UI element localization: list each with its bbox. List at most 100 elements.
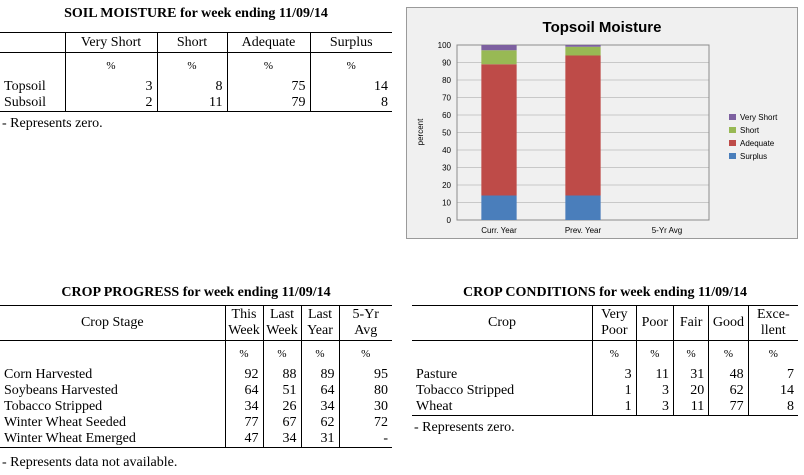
cell-value: 11 <box>156 95 227 112</box>
col-header-line: Last <box>269 307 295 322</box>
unit-label: % <box>338 340 392 367</box>
row-label: Winter Wheat Seeded <box>4 415 127 430</box>
cell-value: 80 <box>338 383 392 399</box>
cell-value: - <box>338 431 392 448</box>
y-tick-label: 10 <box>442 199 451 208</box>
y-tick-label: 30 <box>442 164 451 173</box>
col-header-crop-stage: Crop Stage <box>0 305 225 341</box>
chart-ylabel: percent <box>416 118 425 145</box>
col-header: Last Year <box>300 305 339 341</box>
unit-row: % % % % % <box>412 340 798 367</box>
col-header-line: Poor <box>601 323 628 338</box>
cell-value: 3 <box>635 383 674 399</box>
bar-segment <box>565 45 601 47</box>
bar-segment <box>481 45 517 51</box>
soil-moisture-title: SOIL MOISTURE for week ending 11/09/14 <box>64 6 328 21</box>
legend-swatch <box>729 140 736 146</box>
table-header-row: Very Short Short Adequate Surplus <box>0 32 392 53</box>
row-label: Wheat <box>412 399 593 416</box>
crop-progress-title: CROP PROGRESS for week ending 11/09/14 <box>61 285 331 300</box>
row-label: Corn Harvested <box>4 367 93 382</box>
cell-value: 51 <box>262 383 301 399</box>
cell-value: 88 <box>262 367 301 383</box>
cell-value: 67 <box>262 415 301 431</box>
unit-label: % <box>635 340 674 367</box>
table-row: Winter Wheat Emerged 47 34 31 - <box>0 431 392 448</box>
chart-y-ticks: 0 10 20 30 40 50 60 70 80 90 100 <box>438 41 452 225</box>
col-header-line: 5-Yr <box>352 307 379 322</box>
y-tick-label: 100 <box>438 41 452 50</box>
unit-row: % % % % <box>0 340 392 367</box>
crop-conditions-note: - Represents zero. <box>414 420 515 435</box>
chart-bars <box>481 45 601 220</box>
col-header: Last Week <box>262 305 301 341</box>
crop-progress-note: - Represents data not available. <box>2 455 178 470</box>
cell-value: 62 <box>300 415 339 431</box>
table-header-row: Crop Stage This Week Last Week Last Year 5-… <box>0 305 392 341</box>
unit-label: % <box>309 52 392 79</box>
cell-value: 30 <box>338 399 392 415</box>
col-header-line: Avg <box>354 323 378 338</box>
col-header-line: Week <box>266 323 298 338</box>
table-row: Corn Harvested 92 88 89 95 <box>0 367 392 383</box>
bar-segment <box>481 195 517 220</box>
cell-value: 34 <box>224 399 263 415</box>
legend-label: Very Short <box>740 113 778 122</box>
soil-moisture-note: - Represents zero. <box>2 116 103 131</box>
col-header-line: Year <box>307 323 333 338</box>
unit-label: % <box>64 52 157 79</box>
col-header: 5-Yr Avg <box>338 305 392 341</box>
cell-value: 77 <box>224 415 263 431</box>
y-tick-label: 40 <box>442 146 451 155</box>
bar-segment <box>565 55 601 196</box>
unit-label: % <box>747 340 798 367</box>
y-tick-label: 70 <box>442 94 451 103</box>
bar-segment <box>481 64 517 196</box>
col-header-line: Week <box>228 323 260 338</box>
legend-label: Adequate <box>740 139 775 148</box>
col-header-line: Very <box>601 307 628 322</box>
row-label: Topsoil <box>4 79 46 94</box>
cell-value: 75 <box>226 79 310 95</box>
col-header-line: Last <box>307 307 333 322</box>
cell-value: 3 <box>592 367 637 383</box>
table-row: Tobacco Stripped 1 3 20 62 14 <box>412 383 798 399</box>
y-tick-label: 20 <box>442 181 451 190</box>
x-tick-label: Prev. Year <box>565 226 602 235</box>
row-label: Tobacco Stripped <box>416 383 515 398</box>
cell-value: 31 <box>672 367 709 383</box>
col-header: Very Poor <box>592 305 637 341</box>
col-header-line: Exce- <box>757 307 790 322</box>
crop-progress-table: Crop Stage This Week Last Week Last Year 5-… <box>0 305 392 448</box>
table-row: Tobacco Stripped 34 26 34 30 <box>0 399 392 415</box>
cell-value: 92 <box>224 367 263 383</box>
cell-value: 3 <box>635 399 674 416</box>
chart-x-ticks: Curr. Year Prev. Year 5-Yr Avg <box>481 226 682 235</box>
y-tick-label: 60 <box>442 111 451 120</box>
cell-value: 1 <box>592 399 637 416</box>
col-header-line: llent <box>760 323 786 338</box>
col-header: Adequate <box>226 32 310 53</box>
cell-value: 2 <box>64 95 157 112</box>
crop-conditions-table: Crop Very Poor Poor Fair Good Exce-llent … <box>412 305 798 416</box>
col-header: This Week <box>224 305 263 341</box>
table-row: Soybeans Harvested 64 51 64 80 <box>0 383 392 399</box>
unit-label: % <box>156 52 227 79</box>
legend-label: Surplus <box>740 152 767 161</box>
chart-canvas: Topsoil Moisture percent 0 10 20 30 40 50 60 70… <box>416 19 778 235</box>
y-tick-label: 80 <box>442 76 451 85</box>
cell-value: 14 <box>747 383 798 399</box>
cell-value: 8 <box>747 399 798 416</box>
col-header: Exce-llent <box>747 305 798 341</box>
cell-value: 3 <box>64 79 157 95</box>
row-label: Pasture <box>416 367 458 382</box>
cell-value: 89 <box>300 367 339 383</box>
col-header-crop: Crop <box>412 305 593 341</box>
cell-value: 11 <box>635 367 674 383</box>
y-tick-label: 50 <box>442 129 451 138</box>
table-row: Subsoil 2 11 79 8 <box>0 95 392 112</box>
cell-value: 8 <box>309 95 392 112</box>
row-label: Tobacco Stripped <box>4 399 103 414</box>
unit-label: % <box>224 340 263 367</box>
row-label: Soybeans Harvested <box>4 383 118 398</box>
